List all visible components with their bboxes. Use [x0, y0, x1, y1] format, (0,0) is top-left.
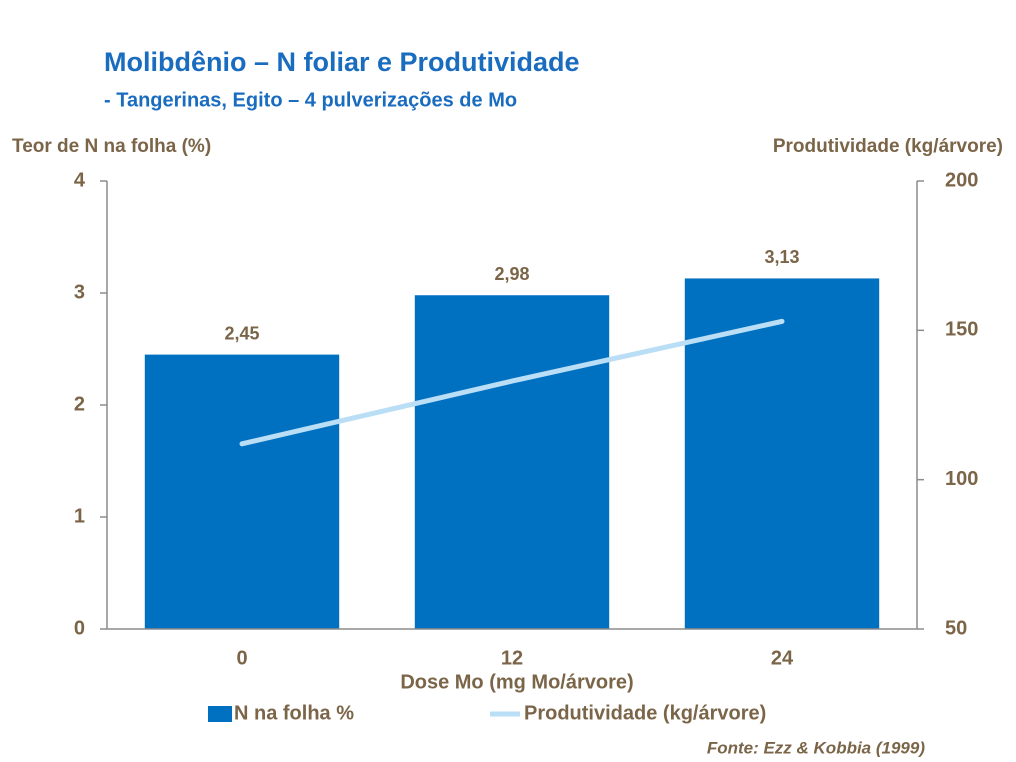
x-axis-title: Dose Mo (mg Mo/árvore) — [400, 671, 633, 693]
bar — [144, 354, 340, 629]
data-label: 2,45 — [224, 323, 259, 343]
y2-tick-label: 200 — [945, 169, 978, 191]
line-series — [239, 318, 785, 447]
data-label: 2,98 — [494, 264, 529, 284]
y2-tick-label: 150 — [945, 319, 978, 341]
y-axis-title: Teor de N na folha (%) — [12, 136, 211, 157]
y2-tick-label: 50 — [945, 617, 967, 639]
legend-swatch — [208, 706, 232, 722]
chart-title: Molibdênio – N foliar e Produtividade — [104, 47, 580, 77]
y2-tick-label: 100 — [945, 468, 978, 490]
legend-label: Produtividade (kg/árvore) — [524, 702, 766, 724]
x-tick-label: 24 — [771, 647, 794, 669]
chart-subtitle: - Tangerinas, Egito – 4 pulverizações de… — [104, 89, 517, 111]
data-label: 3,13 — [764, 247, 799, 267]
bar — [414, 295, 610, 629]
y-tick-label: 2 — [74, 393, 85, 415]
y-tick-label: 4 — [74, 169, 86, 191]
y-tick-label: 3 — [74, 281, 85, 303]
source-note: Fonte: Ezz & Kobbia (1999) — [707, 738, 926, 757]
y-tick-label: 0 — [74, 617, 85, 639]
bar — [684, 278, 880, 629]
x-tick-label: 0 — [236, 647, 247, 669]
x-tick-label: 12 — [501, 647, 523, 669]
legend-label: N na folha % — [234, 702, 354, 724]
y2-axis-title: Produtividade (kg/árvore) — [773, 136, 1003, 157]
y-tick-label: 1 — [74, 505, 85, 527]
